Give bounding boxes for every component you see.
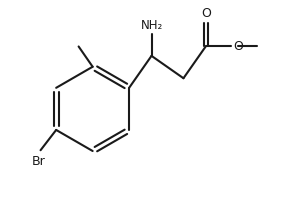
Text: Br: Br bbox=[32, 155, 46, 168]
Text: O: O bbox=[233, 40, 243, 53]
Text: O: O bbox=[201, 7, 212, 20]
Text: NH₂: NH₂ bbox=[140, 19, 163, 32]
